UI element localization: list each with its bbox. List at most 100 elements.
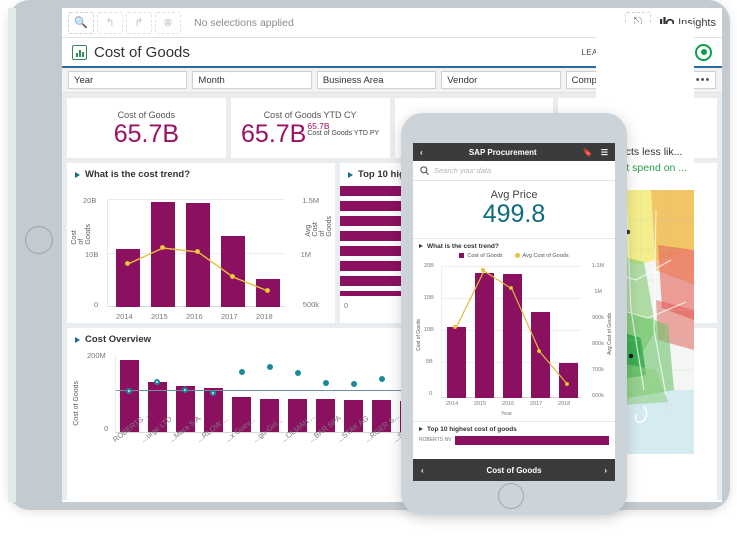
search-icon — [420, 166, 429, 175]
filter-month[interactable]: Month — [192, 71, 312, 89]
phone-line-point-2017[interactable] — [537, 348, 541, 353]
hamburger-menu-icon[interactable]: ☰ — [600, 147, 608, 157]
line-point-2017[interactable] — [230, 274, 235, 279]
phone-search-bar[interactable]: Search your data — [413, 161, 615, 181]
y2-tick: 900k — [592, 314, 604, 321]
tablet-home-button[interactable] — [25, 226, 53, 254]
legend-label: Cost of Goods — [467, 252, 503, 259]
phone-bar-2015[interactable] — [475, 272, 494, 398]
hbar-8[interactable] — [340, 291, 456, 296]
legend-item-cost-of-goods[interactable]: Cost of Goods — [459, 252, 503, 259]
chevron-left-icon[interactable]: ‹ — [420, 147, 423, 157]
phone-bar-2014[interactable] — [447, 326, 466, 398]
clear-selections-icon[interactable]: ⊗ — [155, 11, 181, 34]
kpi-cost-of-goods-ytd-cy[interactable]: Cost of Goods YTD CY 65.7B 65.7B Cost of… — [230, 98, 390, 158]
kpi-label: Cost of Goods YTD CY — [263, 109, 357, 120]
overview-bar-3[interactable] — [176, 386, 195, 432]
chevron-right-icon[interactable]: › — [604, 465, 607, 475]
y2-tick: 1.5M — [302, 196, 319, 205]
search-icon[interactable]: 🔍 — [68, 11, 94, 34]
phone-line-point-2016[interactable] — [509, 285, 513, 290]
phone-chart-cost-trend[interactable]: Cost of Goods Avg Cost of Goods 20B 15B … — [413, 261, 615, 421]
bar-2018[interactable] — [256, 279, 280, 307]
phone-bar-2018[interactable] — [559, 362, 578, 398]
filter-business-area[interactable]: Business Area — [316, 71, 437, 89]
undo-arrow-icon[interactable]: ↰ — [97, 11, 123, 34]
panel-title: Cost Overview — [67, 328, 717, 347]
overview-bar-6[interactable] — [260, 399, 279, 432]
phone-line-point-2015[interactable] — [481, 267, 485, 272]
phone-line-point-2014[interactable] — [453, 324, 457, 329]
chart-cost-trend[interactable]: Cost of Goods Avg Cost of Goods 20B 10B … — [67, 182, 335, 321]
scatter-point-6[interactable] — [267, 364, 273, 370]
filter-more-button[interactable]: ••• — [690, 71, 717, 89]
phone-bar-2016[interactable] — [503, 273, 522, 398]
scatter-point-10[interactable] — [379, 376, 385, 382]
phone-kpi-avg-price[interactable]: Avg Price 499.8 — [413, 181, 615, 239]
y-tick: 15B — [424, 294, 434, 301]
phone-bar-2017[interactable] — [531, 311, 550, 398]
expand-triangle-icon[interactable] — [348, 171, 353, 178]
overview-bar-9[interactable] — [344, 400, 363, 432]
filter-year[interactable]: Year — [68, 71, 188, 89]
y-tick: 10B — [85, 250, 99, 259]
bar-2016[interactable] — [186, 203, 210, 307]
chevron-left-icon[interactable]: ‹ — [421, 465, 424, 475]
legend-item-avg-cost-of-goods[interactable]: Avg Cost of Goods — [514, 253, 569, 259]
plot-area — [107, 199, 285, 307]
scatter-point-5[interactable] — [239, 369, 245, 375]
phone-top10-bar[interactable] — [455, 435, 609, 445]
hbar-7[interactable] — [340, 276, 457, 286]
scatter-point-3[interactable] — [182, 387, 188, 393]
hbar-5[interactable] — [340, 246, 461, 256]
phone-device: ‹ SAP Procurement 🔖 ☰ Search your data A… — [401, 113, 627, 515]
panel-cost-trend[interactable]: What is the cost trend? Cost of Goods Av… — [67, 163, 335, 323]
scatter-point-4[interactable] — [210, 390, 216, 396]
expand-triangle-icon[interactable] — [419, 244, 423, 248]
bar-2014[interactable] — [116, 249, 140, 307]
y2-tick: 500k — [302, 300, 319, 309]
y2-axis-title: Avg Cost of Goods — [607, 312, 613, 355]
phone-kpi-label: Avg Price — [490, 189, 538, 201]
phone-home-button[interactable] — [498, 483, 524, 509]
redo-arrow-icon[interactable]: ↱ — [126, 11, 152, 34]
phone-line-point-2018[interactable] — [565, 381, 569, 386]
panel-title-text: Cost Overview — [85, 334, 151, 345]
x-tick: 2018 — [558, 400, 571, 407]
line-point-2014[interactable] — [125, 261, 130, 266]
hbar-6[interactable] — [340, 261, 459, 271]
y2-axis-title: Avg Cost of Goods — [305, 215, 333, 237]
overview-bar-7[interactable] — [288, 399, 307, 432]
scatter-point-1[interactable] — [126, 388, 132, 394]
scatter-point-7[interactable] — [295, 370, 301, 376]
overview-bar-10[interactable] — [372, 400, 391, 432]
overview-bar-4[interactable] — [204, 388, 223, 432]
line-point-2015[interactable] — [160, 245, 165, 250]
expand-triangle-icon[interactable] — [75, 171, 80, 178]
line-point-2018[interactable] — [265, 288, 270, 293]
phone-kpi-value: 499.8 — [482, 200, 546, 228]
overview-bar-1[interactable] — [120, 360, 139, 432]
line-point-2016[interactable] — [195, 249, 200, 254]
phone-search-placeholder: Search your data — [434, 166, 492, 175]
x-tick: 0 — [344, 301, 349, 310]
overview-bar-8[interactable] — [316, 399, 335, 432]
phone-bottom-nav: ‹ Cost of Goods › — [413, 459, 615, 481]
panel-title: What is the cost trend? — [67, 163, 335, 182]
expand-triangle-icon[interactable] — [419, 427, 423, 431]
bar-2015[interactable] — [151, 202, 175, 307]
y-tick: 5B — [426, 358, 433, 365]
scatter-point-8[interactable] — [323, 380, 329, 386]
phone-top10-row[interactable]: ROBERTS NV — [413, 435, 615, 446]
scatter-point-2[interactable] — [154, 379, 160, 385]
bookmark-icon[interactable]: 🔖 — [582, 147, 593, 157]
phone-screen: ‹ SAP Procurement 🔖 ☰ Search your data A… — [413, 143, 615, 481]
overview-bar-2[interactable] — [148, 382, 167, 432]
expand-triangle-icon[interactable] — [75, 336, 80, 343]
overview-bar-5[interactable] — [232, 397, 251, 432]
phone-app-header: ‹ SAP Procurement 🔖 ☰ — [413, 143, 615, 161]
filter-vendor[interactable]: Vendor — [441, 71, 561, 89]
scatter-point-9[interactable] — [351, 381, 357, 387]
kpi-cost-of-goods[interactable]: Cost of Goods 65.7B — [67, 98, 226, 158]
x-tick: 2015 — [474, 400, 487, 407]
